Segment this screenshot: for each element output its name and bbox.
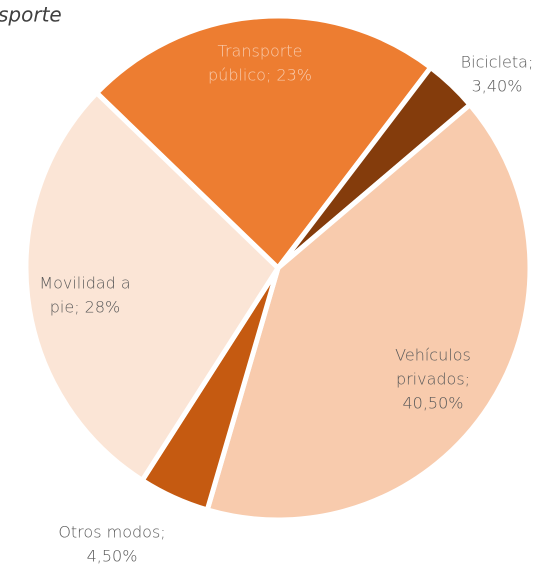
data-label: Transporte bbox=[218, 42, 303, 61]
data-label: 4,50% bbox=[87, 547, 138, 566]
data-label: público; 23% bbox=[208, 66, 312, 85]
pie-slice bbox=[23, 90, 281, 483]
data-label: 40,50% bbox=[402, 394, 463, 413]
data-label: 3,40% bbox=[472, 77, 523, 96]
data-label: pie; 28% bbox=[50, 298, 120, 317]
pie-slice bbox=[204, 102, 533, 523]
data-label: privados; bbox=[396, 370, 470, 389]
data-label: Bicicleta; bbox=[461, 53, 534, 72]
data-label: Movilidad a bbox=[39, 274, 130, 293]
data-label: Vehículos bbox=[395, 346, 471, 365]
chart-title: sporte bbox=[0, 3, 62, 27]
pie-slice bbox=[94, 13, 434, 271]
data-label: Otros modos; bbox=[58, 523, 165, 542]
